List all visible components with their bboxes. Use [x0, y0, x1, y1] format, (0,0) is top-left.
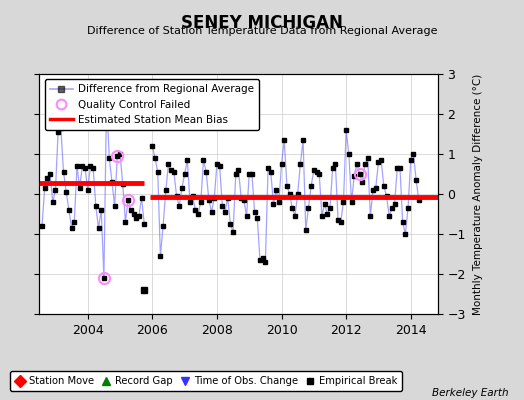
Y-axis label: Monthly Temperature Anomaly Difference (°C): Monthly Temperature Anomaly Difference (… — [473, 73, 483, 315]
Legend: Station Move, Record Gap, Time of Obs. Change, Empirical Break: Station Move, Record Gap, Time of Obs. C… — [10, 371, 402, 391]
Text: Berkeley Earth: Berkeley Earth — [432, 388, 508, 398]
Text: Difference of Station Temperature Data from Regional Average: Difference of Station Temperature Data f… — [87, 26, 437, 36]
Legend: Difference from Regional Average, Quality Control Failed, Estimated Station Mean: Difference from Regional Average, Qualit… — [45, 79, 259, 130]
Text: SENEY MICHIGAN: SENEY MICHIGAN — [181, 14, 343, 32]
